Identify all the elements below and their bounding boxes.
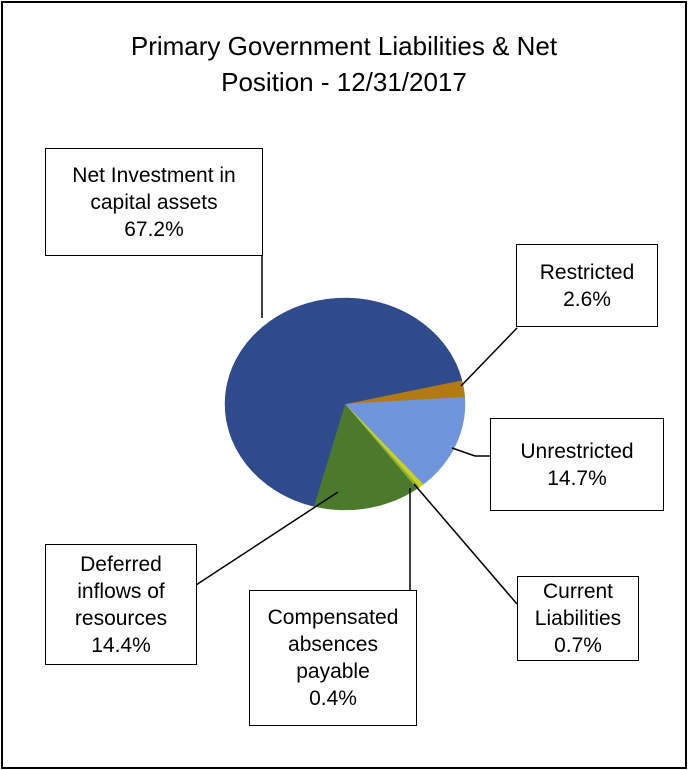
leader-lines [195, 255, 518, 605]
leader-line [195, 491, 339, 586]
data-label: Deferred inflows of resources 14.4% [45, 544, 197, 665]
value-label: 0.4% [309, 687, 357, 710]
value-label: 14.7% [547, 466, 607, 490]
value-label: 0.7% [554, 634, 602, 657]
category-label: Deferred inflows of resources [74, 552, 168, 630]
category-label: Unrestricted [520, 439, 634, 463]
data-label: Current Liabilities 0.7% [517, 576, 639, 661]
data-label: Unrestricted 14.7% [490, 418, 664, 511]
data-label: Compensated absences payable 0.4% [249, 590, 417, 726]
value-label: 14.4% [91, 633, 151, 657]
value-label: 2.6% [563, 287, 611, 311]
chart-title: Primary Government Liabilities & Net Pos… [130, 31, 558, 97]
category-label: Current Liabilities [534, 580, 622, 630]
leader-line [460, 327, 518, 387]
pie-slice [313, 403, 418, 511]
data-label: Restricted 2.6% [516, 244, 658, 327]
category-label: Restricted [539, 260, 635, 284]
data-label: Net Investment in capital assets 67.2% [45, 148, 263, 256]
leader-line [413, 483, 518, 605]
value-label: 67.2% [124, 217, 184, 241]
category-label: Compensated absences payable [267, 606, 399, 683]
pie [224, 297, 466, 511]
leader-line [451, 447, 490, 457]
pie-slice [344, 397, 466, 485]
category-label: Net Investment in capital assets [72, 163, 236, 214]
pie-slice [224, 297, 463, 507]
